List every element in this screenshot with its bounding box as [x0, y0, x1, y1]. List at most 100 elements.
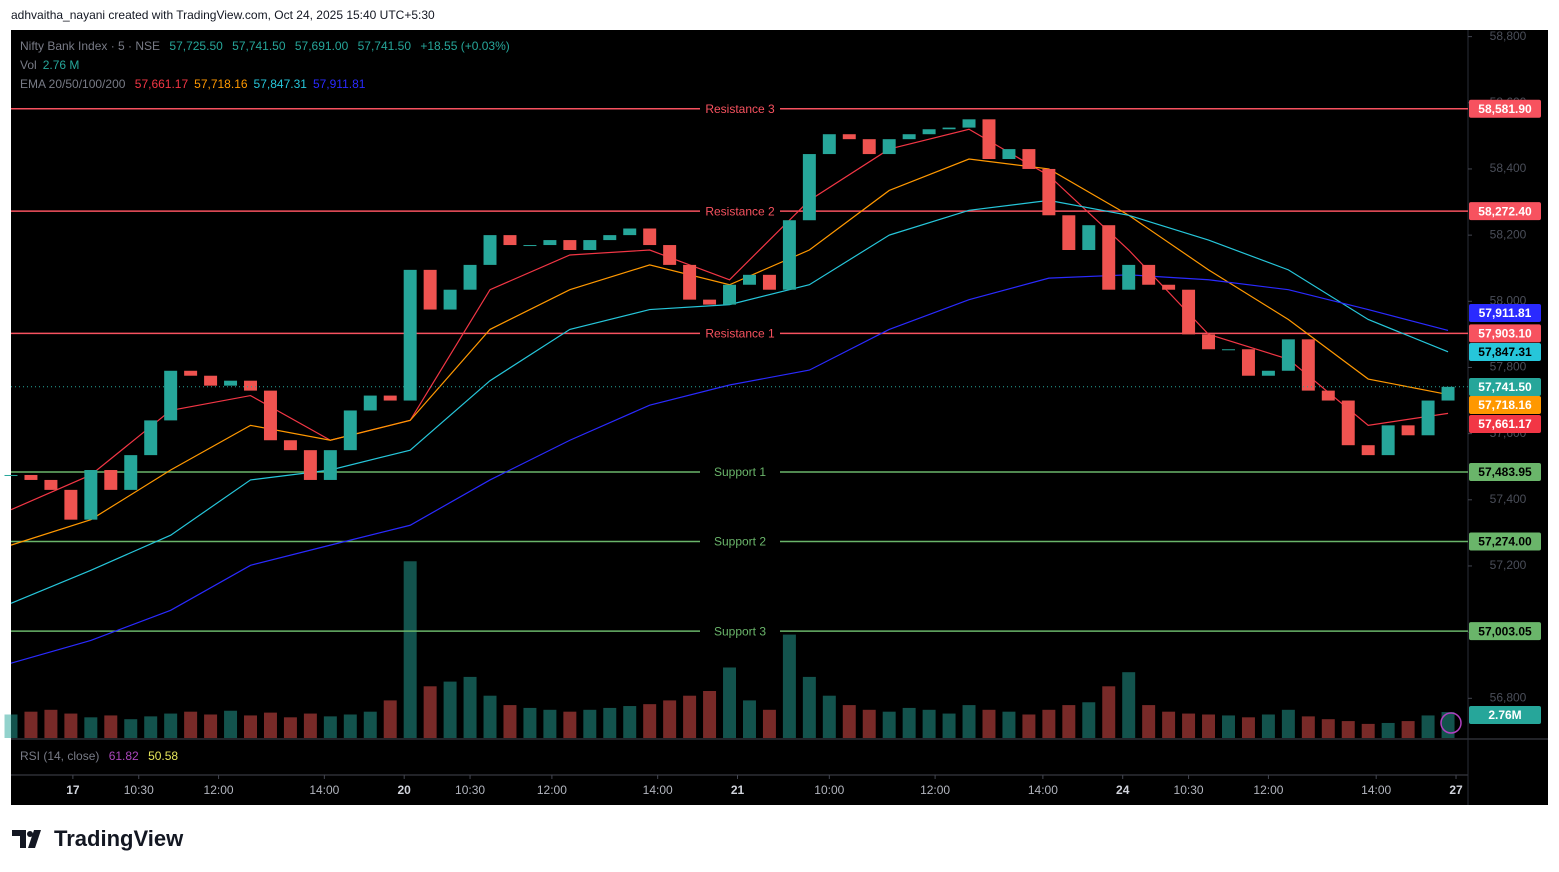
candle	[1222, 349, 1235, 351]
price-tag-label: 57,911.81	[1479, 306, 1532, 320]
volume-bar	[1142, 705, 1156, 738]
candle	[84, 470, 98, 520]
candle	[323, 450, 337, 480]
legend-vol: Vol 2.76 M	[20, 58, 85, 72]
volume-bar	[962, 705, 976, 738]
price-tag	[1469, 99, 1541, 118]
volume-bar	[663, 700, 677, 738]
candle	[583, 240, 597, 251]
candle	[423, 269, 437, 310]
volume-bar	[742, 700, 756, 738]
level-label-bg	[700, 325, 780, 342]
candle	[483, 235, 497, 265]
volume-bar	[842, 705, 856, 738]
candle	[1002, 149, 1016, 160]
volume-bar	[84, 717, 98, 738]
candle	[1281, 339, 1295, 371]
volume-bar	[1341, 721, 1355, 738]
candle	[1182, 289, 1196, 335]
volume-bar	[1241, 717, 1255, 738]
candle	[962, 119, 976, 128]
volume-bar	[144, 716, 158, 738]
change: +18.55 (+0.03%)	[420, 39, 510, 53]
candle	[902, 134, 916, 140]
ema-label: EMA 20/50/100/200	[20, 77, 126, 91]
x-tick-label: 12:00	[204, 783, 234, 797]
candle	[1162, 284, 1176, 290]
vol-value: 2.76 M	[42, 58, 80, 72]
volume-bar	[343, 714, 357, 738]
candle	[723, 284, 737, 305]
volume-bar	[882, 711, 896, 738]
candle	[623, 228, 637, 236]
x-tick-label: 17	[66, 783, 80, 797]
volume-bar	[1301, 716, 1315, 738]
x-tick-label: 20	[398, 783, 412, 797]
price-tag	[1469, 622, 1541, 641]
candle	[603, 235, 617, 241]
candle	[762, 274, 776, 290]
candle	[1102, 225, 1116, 290]
volume-bar	[922, 709, 936, 738]
volume-bar	[463, 676, 477, 738]
candle	[683, 264, 697, 300]
level-label: Support 3	[714, 624, 766, 638]
volume-bar	[24, 711, 38, 738]
alert-icon[interactable]	[1440, 712, 1462, 734]
x-tick-label: 27	[1449, 783, 1463, 797]
x-tick-label: 14:00	[309, 783, 339, 797]
candle	[523, 245, 537, 247]
candle	[922, 129, 936, 135]
candle	[782, 220, 796, 290]
candle	[882, 139, 896, 155]
rsi-label: RSI (14, close)	[20, 749, 100, 763]
volume-bar	[1261, 714, 1275, 738]
x-tick-label: 14:00	[1361, 783, 1391, 797]
price-tag-label: 57,847.31	[1478, 345, 1532, 359]
candle	[124, 455, 138, 490]
candle	[164, 370, 178, 421]
price-tag	[1469, 202, 1541, 221]
x-tick-label: 14:00	[1028, 783, 1058, 797]
price-tag-label: 57,483.95	[1478, 465, 1532, 479]
candle	[802, 154, 816, 221]
level-label: Resistance 1	[705, 327, 775, 341]
y-tick-label: 58,200	[1490, 227, 1527, 241]
candle	[343, 410, 357, 451]
volume-bar	[124, 719, 138, 738]
logo-text: TradingView	[54, 826, 184, 851]
volume-bar	[1122, 672, 1136, 738]
level-label: Resistance 3	[705, 102, 775, 116]
candle	[1401, 425, 1415, 436]
level-label: Resistance 2	[705, 204, 775, 218]
candle	[862, 139, 876, 155]
y-tick-label: 58,000	[1490, 293, 1527, 307]
volume-bar	[683, 695, 697, 738]
x-tick-label: 24	[1116, 783, 1130, 797]
volume-bar	[184, 711, 198, 738]
ema-value: 57,661.17	[134, 77, 189, 91]
candle	[184, 370, 198, 376]
price-tag-label: 57,903.10	[1478, 327, 1532, 341]
level-label: Support 2	[714, 535, 766, 549]
level-label-bg	[700, 533, 780, 550]
volume-bar	[543, 709, 557, 738]
volume-bar	[483, 695, 497, 738]
x-tick-label: 12:00	[1253, 783, 1283, 797]
price-tag-label: 58,581.90	[1478, 102, 1532, 116]
level-label-bg	[700, 203, 780, 220]
volume-bar	[423, 686, 437, 738]
candle	[283, 440, 297, 451]
volume-bar	[64, 713, 78, 738]
price-tag-label: 57,741.50	[1478, 380, 1532, 394]
candle	[543, 240, 557, 246]
volume-bar	[623, 706, 637, 738]
rsi-value: 50.58	[148, 749, 179, 763]
candle	[663, 245, 677, 265]
candle	[1142, 264, 1156, 285]
level-label-bg	[700, 464, 780, 481]
ema-value: 57,847.31	[253, 77, 307, 91]
candle	[503, 235, 517, 246]
